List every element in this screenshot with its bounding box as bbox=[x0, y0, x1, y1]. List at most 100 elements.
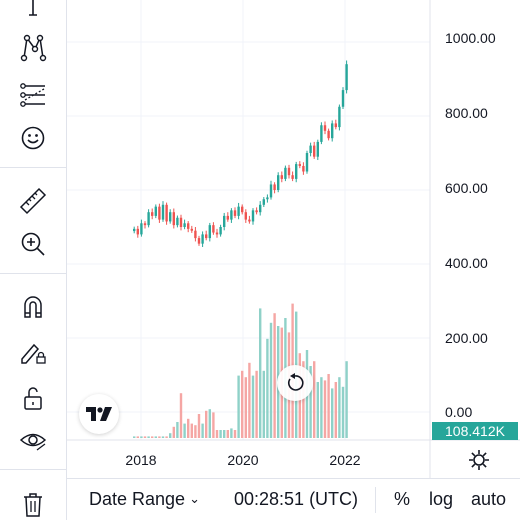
chart-pane[interactable]: 1000.00 800.00 600.00 400.00 200.00 0.00… bbox=[67, 0, 520, 478]
volume-bar bbox=[313, 361, 316, 438]
candle bbox=[313, 145, 316, 157]
candle bbox=[345, 64, 348, 91]
candle bbox=[244, 212, 247, 220]
candle bbox=[154, 206, 157, 216]
tradingview-logo[interactable] bbox=[79, 394, 119, 434]
volume-bar bbox=[197, 414, 201, 438]
volume-bar bbox=[179, 393, 183, 438]
smiley-icon bbox=[21, 126, 45, 150]
reset-icon bbox=[287, 373, 304, 391]
candle bbox=[331, 123, 334, 139]
candle bbox=[176, 217, 179, 226]
pattern-tool-button[interactable] bbox=[13, 27, 53, 67]
volume-bar bbox=[172, 426, 175, 438]
reset-chart-button[interactable] bbox=[277, 365, 313, 401]
ruler-tool-button[interactable] bbox=[13, 181, 53, 221]
volume-bar bbox=[212, 412, 215, 438]
volume-bar bbox=[219, 430, 222, 438]
candle bbox=[341, 90, 345, 107]
volume-bar bbox=[309, 366, 312, 438]
visibility-tool-button[interactable] bbox=[13, 420, 53, 460]
candle bbox=[298, 164, 301, 166]
chevron-down-icon: ⌄ bbox=[189, 491, 200, 506]
toolbar-divider bbox=[0, 167, 66, 168]
volume-bar bbox=[158, 436, 161, 438]
volume-bar bbox=[223, 430, 226, 438]
candle bbox=[320, 125, 323, 142]
volume-bar bbox=[136, 436, 139, 438]
bottom-toolbar: Date Range ⌄ 00:28:51 (UTC) % log auto bbox=[67, 478, 520, 521]
utc-clock: 00:28:51 (UTC) bbox=[234, 489, 359, 509]
volume-bars bbox=[133, 303, 348, 438]
cursor-tool-button[interactable] bbox=[13, 0, 53, 26]
candle bbox=[187, 223, 190, 229]
volume-bar bbox=[201, 423, 204, 438]
toolbar-divider bbox=[0, 273, 66, 274]
trash-icon bbox=[24, 493, 42, 517]
volume-bar bbox=[169, 433, 172, 438]
prediction-tool-button[interactable] bbox=[13, 74, 53, 114]
volume-bar bbox=[259, 308, 262, 438]
price-axis-label: 200.00 bbox=[445, 330, 488, 346]
volume-bar bbox=[215, 430, 219, 438]
volume-bar bbox=[273, 313, 276, 438]
candle bbox=[233, 210, 237, 216]
candle bbox=[241, 206, 244, 213]
candle bbox=[190, 228, 193, 231]
candle bbox=[248, 219, 251, 222]
candle bbox=[223, 215, 226, 227]
volume-bar bbox=[244, 377, 247, 438]
candle bbox=[302, 165, 305, 172]
percent-scale-toggle[interactable]: % bbox=[394, 489, 411, 509]
candle bbox=[161, 204, 165, 220]
volume-bar bbox=[176, 422, 179, 438]
candle bbox=[208, 225, 211, 239]
candle bbox=[194, 230, 197, 239]
candle bbox=[251, 210, 255, 222]
auto-scale-toggle[interactable]: auto bbox=[471, 489, 507, 509]
candlesticks bbox=[133, 60, 348, 247]
volume-bar bbox=[323, 380, 327, 438]
log-scale-toggle[interactable]: log bbox=[429, 489, 454, 509]
volume-bar bbox=[205, 410, 208, 438]
candle bbox=[143, 223, 147, 226]
candle bbox=[280, 175, 283, 179]
volume-bar bbox=[255, 370, 258, 438]
candle bbox=[183, 223, 186, 227]
emoji-tool-button[interactable] bbox=[13, 118, 53, 158]
candle bbox=[237, 206, 240, 216]
magnet-tool-button[interactable] bbox=[13, 287, 53, 327]
volume-bar bbox=[208, 409, 211, 438]
prediction-icon bbox=[20, 83, 45, 107]
candle bbox=[140, 223, 143, 235]
drawing-mode-tool-button[interactable] bbox=[13, 332, 53, 372]
candle bbox=[201, 234, 204, 244]
volume-bar bbox=[320, 377, 323, 438]
candle bbox=[205, 234, 208, 239]
tradingview-logo-icon bbox=[86, 407, 112, 421]
chart-settings-button[interactable] bbox=[464, 445, 494, 475]
pattern-icon bbox=[20, 34, 47, 62]
volume-bar bbox=[187, 418, 190, 438]
volume-bar bbox=[151, 436, 154, 438]
volume-bar bbox=[143, 436, 147, 438]
zoom-in-icon bbox=[21, 232, 45, 256]
lock-tool-button[interactable] bbox=[13, 378, 53, 418]
candle bbox=[284, 167, 287, 179]
volume-bar bbox=[327, 374, 330, 438]
zoom-in-tool-button[interactable] bbox=[13, 224, 53, 264]
volume-bar bbox=[248, 362, 251, 438]
trash-tool-button[interactable] bbox=[13, 484, 53, 524]
date-range-button[interactable]: Date Range ⌄ bbox=[89, 489, 200, 510]
eye-icon bbox=[19, 433, 47, 451]
volume-bar bbox=[133, 436, 136, 438]
toolbar-divider bbox=[0, 469, 66, 470]
volume-bar bbox=[316, 382, 319, 438]
price-chart[interactable]: 1000.00 800.00 600.00 400.00 200.00 0.00… bbox=[67, 0, 520, 478]
volume-bar bbox=[237, 375, 240, 438]
candle bbox=[212, 225, 215, 233]
candle bbox=[133, 228, 136, 232]
volume-bar bbox=[331, 388, 334, 438]
gear-icon bbox=[469, 450, 489, 470]
candle bbox=[219, 227, 222, 235]
